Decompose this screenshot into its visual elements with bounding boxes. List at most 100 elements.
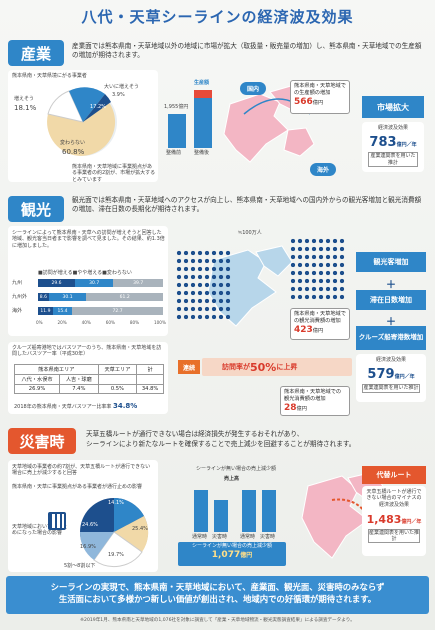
industry-text: 産業面では熊本県南・天草地域以外の地域に市場が拡大（取扱量・販売量の増加）し、熊… — [72, 42, 422, 59]
alt-val: 1,483 — [366, 512, 402, 526]
disaster-pie-bottom: 5割～8割以下 — [64, 563, 96, 569]
tourism-stay-box: 熊本県南・天草地域での観光消費額の増加 28億円 — [280, 386, 350, 416]
pie-left-pct: 18.1% — [14, 104, 37, 112]
cruise-text: クルーズ船寄港地ではバスツアーのうち、熊本県南・天草地域を訪問したバスツアー率（… — [12, 345, 162, 358]
cruise-note-row: 2018年の熊本県南・天草バスツアー比率率 34.8% — [14, 402, 137, 411]
sales-bar-label-1: 通常時 — [192, 534, 208, 540]
axis-tick-4: 80% — [129, 320, 140, 325]
tourism-stay-unit: 億円 — [296, 405, 307, 412]
tourism-left-text: シーラインによって熊本県南・天草への訪問が増えそうと回答した地域、観光客当日者ま… — [12, 230, 165, 249]
section-head-disaster: 災害時 — [8, 428, 76, 454]
pie-top-pct: 3.9% — [112, 92, 125, 98]
disaster-pie-slice-a — [114, 498, 144, 532]
sales-bar-label-4: 災害時 — [260, 534, 276, 540]
industry-effect-val: 783 — [369, 135, 397, 151]
disaster-pie-slice-b — [114, 516, 149, 552]
visit-label: 訪問率が — [222, 363, 250, 371]
industry-pie-title: 熊本県南・天草県境にがる事業者 — [12, 73, 87, 79]
cruise-sub-2 — [97, 374, 138, 385]
japan-map-industry — [223, 83, 315, 163]
axis-tick-5: 100% — [153, 320, 166, 325]
tourism-effect-label: 経済波及効果 — [375, 357, 406, 363]
cruise-val-0: 26.9% — [13, 384, 61, 394]
visit-val: 50% — [250, 360, 277, 374]
industry-pie-card: 熊本県南・天草県境にがる事業者 大いに増えそう 3.9% 増えそう 18.1% … — [8, 70, 158, 183]
tourism-effect-note: 産業連関表を用いた推計 — [362, 384, 420, 393]
cruise-val-3: 34.8% — [136, 384, 164, 394]
disaster-pie-label-1: 24.6% — [82, 522, 98, 528]
cruise-table-head-row: 熊本県南エリア 天草エリア 計 — [14, 364, 164, 375]
domestic-label: 国内 — [240, 82, 266, 95]
axis-tick-0: 0% — [36, 320, 43, 325]
disaster-text-1: 天草五橋ルートが通行できない場合は経済損失が発生するおそれがあり、 — [86, 430, 304, 438]
page-title: 八代・天草シーラインの経済波及効果 — [81, 8, 354, 26]
pie-bottom-pct: 60.8% — [62, 148, 85, 156]
tourism-count-label: ≒100万人 — [238, 230, 262, 236]
pie-slice-left — [47, 90, 84, 123]
disaster-pie-label-2: 25.4% — [132, 526, 148, 532]
disaster-left-card: 天草地域の事業者の約7割が、天草五橋ルートが通行できない場合に売上が減少すると回… — [8, 460, 158, 572]
sales-bar-4 — [262, 490, 276, 532]
disaster-box-text: 天草地域の事業者の約7割が、天草五橋ルートが通行できない場合に売上が減少すると回… — [12, 464, 151, 477]
axis-tick-3: 60% — [105, 320, 116, 325]
btn-stay-increase: 滞在日数増加 — [356, 290, 426, 310]
tourism-spend-box: 熊本県南・天草地域での観光消費額の増加 423億円 — [290, 308, 350, 340]
sales-chart: シーラインが無い場合の売上減少額 売上高 通常時 災害時 通常時 災害時 — [180, 466, 294, 546]
prod-bar-after — [194, 98, 212, 148]
tourism-text: 観光面では熊本県南・天草地域へのアクセスが向上し、熊本県南・天草地域への国内外か… — [72, 196, 422, 213]
visit-rate-band: 訪問率が 50% に上昇 — [202, 358, 352, 376]
tourism-bar-0-b: 30.7 — [75, 279, 114, 287]
saved-label: シーラインが無い場合の売上減少額 — [191, 543, 272, 549]
section-head-tourism: 観光 — [8, 196, 64, 222]
industry-increase-unit: 億円 — [312, 99, 324, 106]
pie-slice-top — [83, 94, 111, 122]
cruise-sub-0: 八代・水俣市 — [13, 374, 61, 385]
prod-bar-after-top — [194, 90, 212, 98]
tourism-axis: 0% 20% 40% 60% 80% 100% — [36, 320, 166, 325]
axis-tick-2: 40% — [81, 320, 91, 325]
pie-top-label: 大いに増えそう — [104, 84, 140, 90]
industry-pie-note: 熊本県南・天草地域に事業拠点がある事業者の約2割が、市場が拡大するとみています — [72, 164, 156, 183]
disaster-pie-label-0: 14.1% — [108, 500, 124, 506]
tourism-stay-val: 28 — [284, 402, 297, 413]
tourism-effect-val: 579 — [367, 367, 395, 383]
cruise-card: クルーズ船寄港地ではバスツアーのうち、熊本県南・天草地域を訪問したバスツアー率（… — [8, 342, 168, 414]
footer-note: ※2019年1月、熊本県南と天草地域の1,076社を対象に調査して「産業・天草地… — [80, 618, 355, 623]
cruise-val-2: 0.5% — [97, 384, 138, 394]
cruise-val-1: 7.4% — [59, 384, 99, 394]
tourism-bar-0-a: 29.6 — [38, 279, 75, 287]
disaster-pie-label-4: 16.9% — [80, 544, 96, 550]
alt-text: 天草五橋ルートが通行できない場合のマイナスの経済波及効果 — [366, 489, 422, 508]
prod-label: 生産額 — [194, 80, 210, 86]
cruise-th-0: 熊本県南エリア — [14, 364, 99, 375]
tourism-row-label-1: 九州外 — [12, 294, 28, 300]
axis-tick-1: 20% — [57, 320, 67, 325]
visit-suffix: に上昇 — [276, 363, 298, 371]
pie-right-pct: 17.2% — [90, 104, 106, 110]
tourism-bar-2-b: 15.4 — [52, 307, 73, 315]
alt-unit: 億円／年 — [401, 518, 422, 525]
tourism-spend-title: 熊本県南・天草地域での観光消費額の増加 — [294, 311, 346, 324]
industry-increase-title: 熊本県南・天草地域での生産額の増加 — [294, 83, 346, 96]
industry-effect-box: 経済波及効果 783億円／年 産業連関表を用いた推計 — [362, 122, 424, 172]
plus-icon-1: ＋ — [386, 280, 396, 291]
sales-label: 売上高 — [224, 476, 240, 482]
section-head-industry: 産業 — [8, 40, 64, 66]
tourism-spend-unit: 億円 — [312, 327, 324, 334]
pie-slice-right — [69, 87, 105, 122]
pie-left-label: 増えそう — [14, 96, 35, 102]
tourism-bar-2-a: 11.9 — [38, 307, 53, 315]
disaster-pie-title: 熊本県南・天草に事業拠点がある事業者が通行止めの影響 — [12, 484, 143, 490]
saved-value-row: 1,077億円 — [178, 550, 286, 562]
industry-effect-note: 産業連関表を用いた推計 — [368, 152, 418, 167]
plus-icon-2: ＋ — [386, 317, 396, 328]
tourism-bar-2: 11.9 15.4 72.7 — [38, 307, 163, 315]
tourism-bar-1-a: 8.6 — [38, 293, 49, 301]
sales-bar-2 — [214, 500, 228, 532]
footer-line-1: シーラインの実現で、熊本県南・天草地域において、産業面、観光面、災害時のみならず — [50, 582, 385, 592]
saved-band: シーラインが無い場合の売上減少額 1,077億円 — [178, 542, 286, 566]
tourism-bar-2-c: 72.7 — [72, 307, 163, 315]
sales-title: シーラインが無い場合の売上減少額 — [196, 466, 277, 472]
tourism-stay-title: 熊本県南・天草地域での観光消費額の増加 — [284, 389, 342, 402]
